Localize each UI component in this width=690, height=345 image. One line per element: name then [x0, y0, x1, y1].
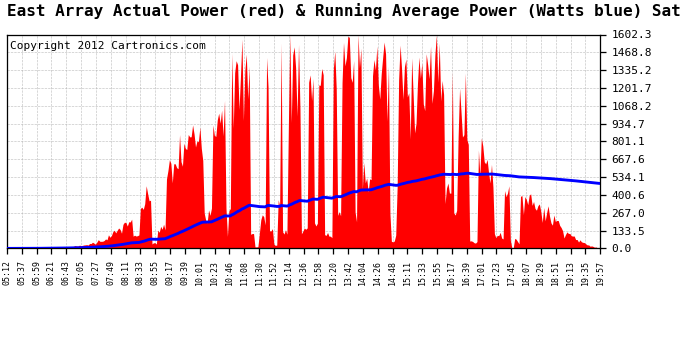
Text: Copyright 2012 Cartronics.com: Copyright 2012 Cartronics.com	[10, 41, 206, 51]
Text: East Array Actual Power (red) & Running Average Power (Watts blue) Sat Jun 23 20: East Array Actual Power (red) & Running …	[7, 3, 690, 19]
